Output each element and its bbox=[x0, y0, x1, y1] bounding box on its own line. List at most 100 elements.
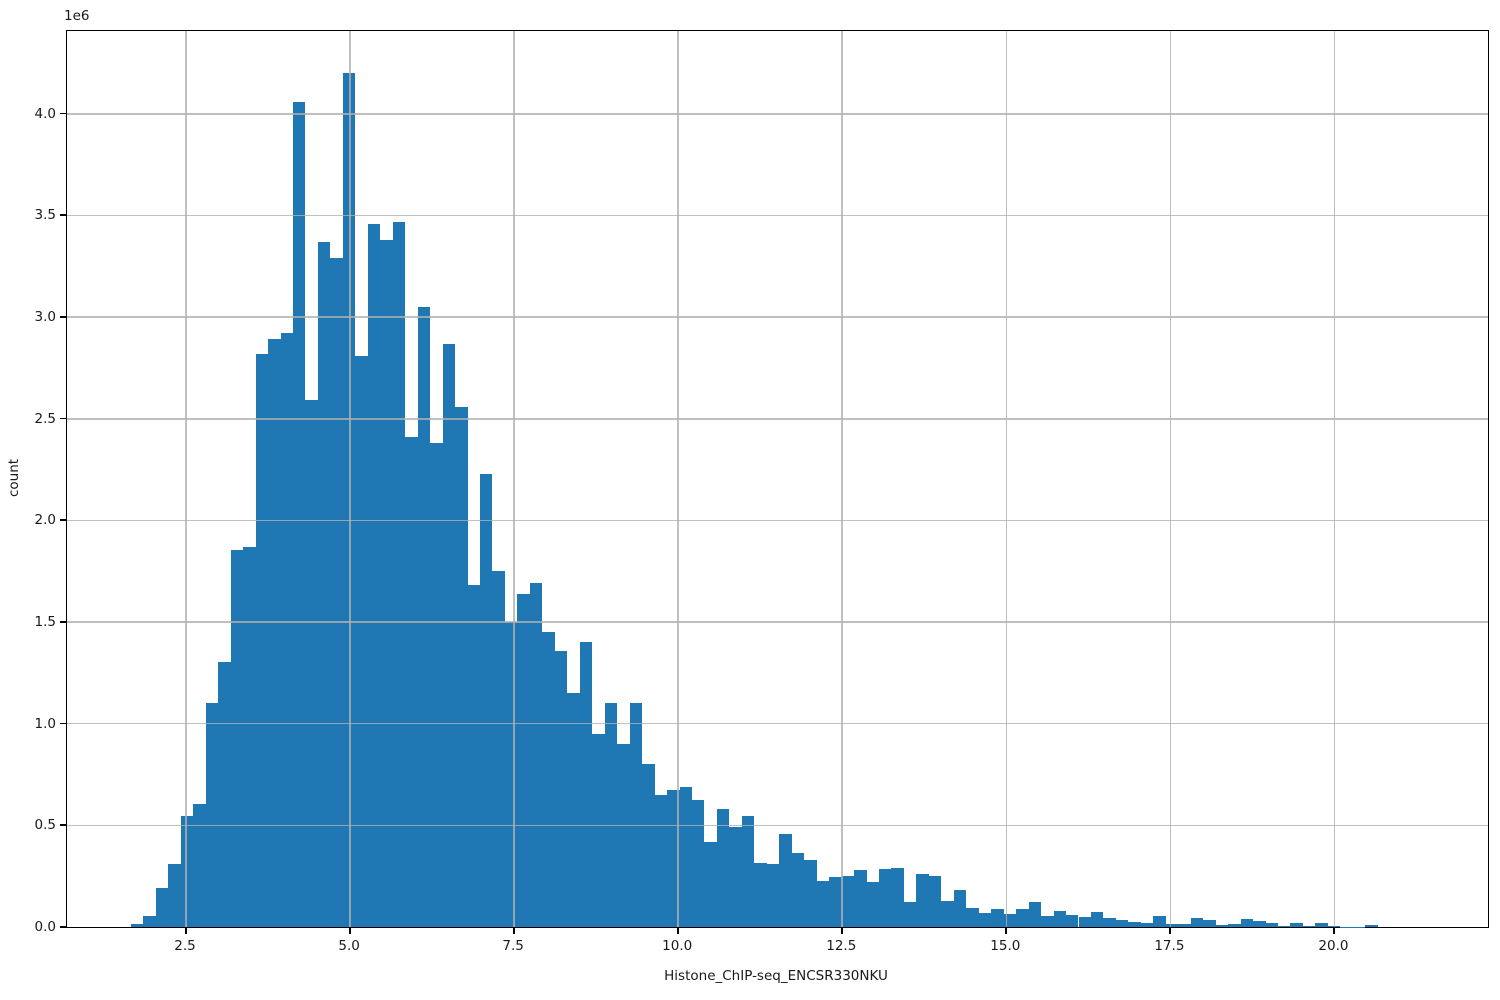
histogram-bar bbox=[1003, 913, 1017, 927]
histogram-bar bbox=[804, 859, 817, 927]
histogram-bar bbox=[405, 437, 418, 927]
histogram-bar bbox=[991, 909, 1004, 927]
histogram-bar bbox=[255, 353, 269, 927]
histogram-bar bbox=[691, 799, 705, 927]
histogram-bar bbox=[492, 571, 505, 927]
histogram-bar bbox=[1302, 926, 1316, 927]
histogram-bar bbox=[891, 868, 904, 927]
histogram-bar bbox=[1253, 920, 1266, 927]
y-tick-label: 3.5 bbox=[34, 207, 56, 224]
x-tick-label: 15.0 bbox=[990, 938, 1021, 954]
histogram-bar bbox=[1165, 924, 1179, 927]
histogram-bar bbox=[193, 803, 206, 927]
histogram-bar bbox=[903, 902, 917, 927]
histogram-bar bbox=[168, 863, 181, 927]
y-tick-mark bbox=[60, 417, 66, 420]
histogram-bar bbox=[143, 915, 156, 927]
histogram-bar bbox=[866, 882, 879, 927]
histogram-bar bbox=[1053, 910, 1067, 927]
histogram-bar bbox=[155, 888, 169, 927]
x-tick-mark bbox=[185, 928, 187, 934]
histogram-bar bbox=[617, 744, 630, 927]
histogram-bar bbox=[604, 703, 618, 927]
y-tick-label: 2.0 bbox=[34, 512, 56, 529]
histogram-bar bbox=[592, 733, 605, 927]
histogram-bar bbox=[1178, 923, 1191, 927]
y-axis-offset-label: 1e6 bbox=[64, 8, 90, 24]
histogram-bar bbox=[791, 853, 805, 927]
x-tick-mark bbox=[841, 928, 843, 934]
histogram-bar bbox=[854, 870, 867, 927]
histogram-bar bbox=[280, 333, 293, 927]
histogram-bar bbox=[829, 877, 842, 927]
histogram-bar bbox=[779, 833, 792, 927]
histogram-bar bbox=[243, 546, 256, 927]
histogram-bar bbox=[978, 912, 992, 927]
x-axis-label: Histone_ChIP-seq_ENCSR330NKU bbox=[664, 968, 888, 984]
histogram-bars bbox=[67, 31, 1488, 927]
histogram-bar bbox=[380, 239, 393, 927]
x-tick-label: 5.0 bbox=[338, 938, 360, 954]
x-tick-label: 7.5 bbox=[502, 938, 524, 954]
y-axis-label: count bbox=[6, 458, 22, 498]
histogram-bar bbox=[430, 443, 443, 927]
histogram-bar bbox=[1128, 921, 1141, 927]
histogram-bar bbox=[417, 306, 431, 927]
histogram-bar bbox=[218, 661, 231, 927]
histogram-bar bbox=[579, 642, 593, 927]
histogram-bar bbox=[704, 841, 717, 927]
histogram-bar bbox=[230, 549, 244, 927]
y-tick-mark bbox=[60, 214, 66, 216]
histogram-bar bbox=[480, 473, 493, 927]
histogram-bar bbox=[529, 583, 543, 927]
histogram-bar bbox=[1278, 925, 1291, 927]
histogram-bar bbox=[1115, 920, 1129, 927]
y-tick-mark bbox=[60, 316, 66, 318]
x-tick-label: 12.5 bbox=[826, 938, 857, 954]
y-tick-mark bbox=[60, 112, 66, 115]
histogram-bar bbox=[629, 703, 643, 927]
x-tick-mark bbox=[1169, 928, 1171, 934]
histogram-bar bbox=[1203, 920, 1216, 927]
x-tick-mark bbox=[349, 928, 351, 934]
histogram-bar bbox=[293, 101, 306, 927]
histogram-bar bbox=[305, 400, 318, 927]
histogram-bar bbox=[268, 339, 281, 927]
histogram-bar bbox=[716, 809, 730, 927]
x-tick-label: 10.0 bbox=[662, 938, 693, 954]
histogram-bar bbox=[879, 869, 892, 927]
y-tick-mark bbox=[60, 824, 66, 826]
y-tick-label: 1.0 bbox=[34, 715, 56, 732]
histogram-bar bbox=[841, 875, 855, 927]
histogram-bar bbox=[754, 862, 767, 927]
histogram-bar bbox=[816, 881, 830, 927]
histogram-bar bbox=[330, 258, 343, 927]
y-tick-label: 2.5 bbox=[34, 410, 56, 427]
y-tick-mark bbox=[60, 621, 66, 623]
histogram-bar bbox=[654, 794, 668, 927]
histogram-bar bbox=[679, 787, 692, 927]
histogram-bar bbox=[1028, 901, 1042, 927]
histogram-bar bbox=[130, 923, 144, 927]
histogram-bar bbox=[1190, 917, 1204, 927]
histogram-bar bbox=[467, 585, 481, 927]
y-tick-label: 1.5 bbox=[34, 614, 56, 631]
histogram-bar bbox=[1228, 923, 1241, 927]
histogram-bar bbox=[1041, 916, 1054, 927]
histogram-bar bbox=[1215, 924, 1229, 927]
histogram-bar bbox=[180, 816, 194, 927]
x-tick-mark bbox=[513, 928, 515, 934]
y-tick-label: 3.0 bbox=[34, 309, 56, 326]
histogram-bar bbox=[554, 650, 568, 927]
histogram-bar bbox=[1140, 922, 1154, 927]
y-tick-label: 4.0 bbox=[34, 105, 56, 122]
histogram-bar bbox=[1290, 922, 1303, 927]
histogram-bar bbox=[766, 863, 780, 927]
histogram-bar bbox=[916, 873, 929, 927]
histogram-bar bbox=[729, 827, 742, 927]
histogram-bar bbox=[966, 907, 979, 927]
histogram-bar bbox=[1103, 917, 1116, 927]
histogram-bar bbox=[317, 241, 331, 927]
histogram-bar bbox=[1240, 918, 1254, 927]
histogram-bar bbox=[342, 73, 356, 927]
